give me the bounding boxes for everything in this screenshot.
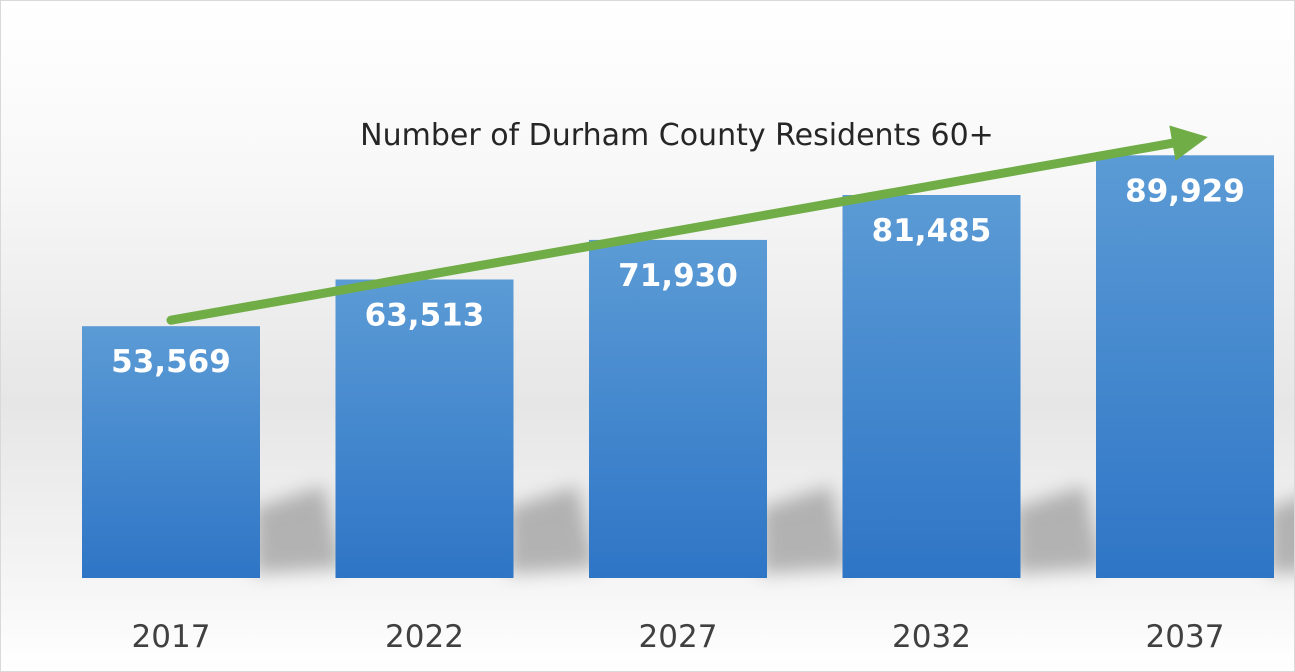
bar-shadow-2017	[254, 486, 344, 574]
bars	[82, 155, 1274, 579]
x-tick-label-2027: 2027	[639, 619, 718, 655]
x-tick-label-2032: 2032	[892, 619, 971, 655]
bar-2022	[335, 279, 514, 578]
data-label-2027: 71,930	[618, 258, 738, 294]
bar-shadow-2032	[1014, 486, 1105, 574]
x-tick-label-2022: 2022	[385, 619, 464, 655]
data-label-2037: 89,929	[1125, 173, 1245, 209]
data-label-2017: 53,569	[111, 344, 231, 380]
bar-2032	[842, 195, 1021, 578]
bar-shadow-2027	[761, 486, 851, 574]
bar-2037	[1096, 155, 1274, 579]
data-label-2032: 81,485	[872, 213, 992, 249]
trend-arrow	[166, 125, 1208, 325]
bar-2027	[589, 239, 767, 578]
bar-2017	[82, 326, 260, 578]
x-tick-label-2037: 2037	[1146, 619, 1225, 655]
chart-title: Number of Durham County Residents 60+	[360, 118, 994, 153]
data-labels: 53,569 63,513 71,930 81,485 89,929	[111, 173, 1245, 380]
data-label-2022: 63,513	[365, 298, 485, 334]
bar-shadow-2037	[1268, 499, 1294, 574]
x-tick-label-2017: 2017	[132, 619, 211, 655]
bar-shadow-2022	[507, 486, 598, 574]
x-axis-tick-labels: 2017 2022 2027 2032 2037	[132, 619, 1225, 655]
bar-shadows	[254, 486, 1294, 574]
